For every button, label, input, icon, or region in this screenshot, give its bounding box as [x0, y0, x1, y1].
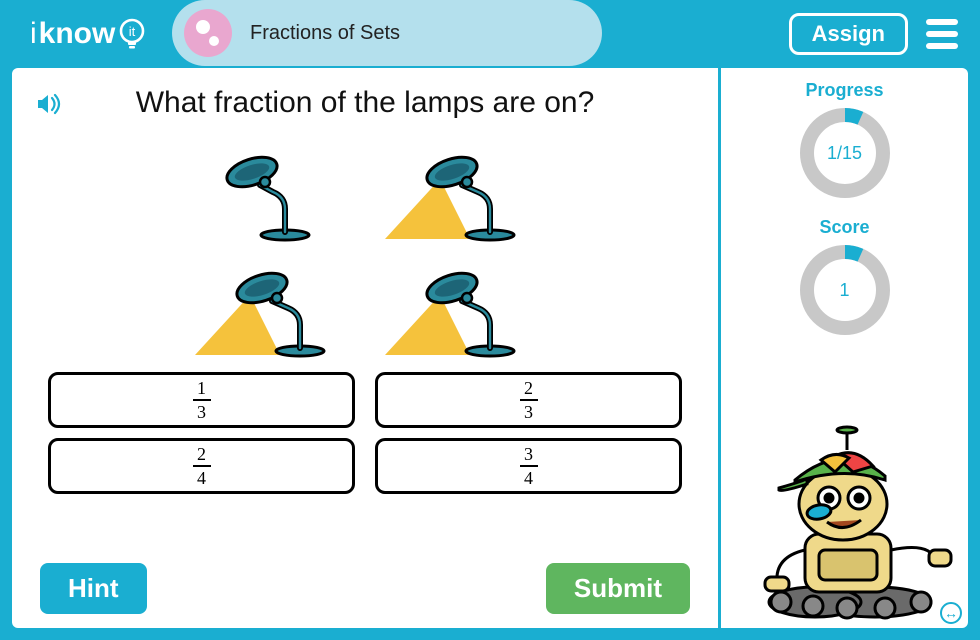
content-area: What fraction of the lamps are on?	[12, 68, 968, 628]
lesson-title: Fractions of Sets	[250, 22, 400, 45]
fraction-numerator: 2	[524, 379, 533, 399]
assign-button[interactable]: Assign	[789, 13, 908, 55]
speaker-icon[interactable]	[36, 92, 64, 121]
score-section: Score 1	[795, 217, 895, 340]
progress-ring: 1/15	[795, 103, 895, 203]
progress-value: 1/15	[795, 103, 895, 203]
fraction-numerator: 3	[524, 445, 533, 465]
fraction-denominator: 4	[524, 467, 533, 487]
lesson-title-pill: Fractions of Sets	[172, 0, 602, 66]
submit-button[interactable]: Submit	[546, 563, 690, 614]
fraction-denominator: 4	[197, 467, 206, 487]
fraction: 1 3	[193, 379, 211, 421]
fraction: 2 4	[193, 445, 211, 487]
dots-icon	[184, 9, 232, 57]
main-panel: What fraction of the lamps are on?	[12, 68, 718, 628]
bottom-row: Hint Submit	[38, 563, 692, 614]
progress-section: Progress 1/15	[795, 80, 895, 203]
progress-label: Progress	[805, 80, 883, 101]
answer-option[interactable]: 3 4	[375, 438, 682, 494]
score-ring: 1	[795, 240, 895, 340]
lamps-grid	[38, 132, 692, 358]
hint-button[interactable]: Hint	[40, 563, 147, 614]
options-grid: 1 3 2 3 2 4	[38, 372, 692, 494]
app-frame: iknow it Fractions of Sets Assign	[0, 0, 980, 640]
lamp-on	[190, 248, 350, 358]
menu-icon[interactable]	[926, 19, 958, 49]
answer-option[interactable]: 2 3	[375, 372, 682, 428]
lamp-on	[380, 248, 540, 358]
answer-option[interactable]: 1 3	[48, 372, 355, 428]
expand-arrow-icon[interactable]: ↔	[940, 602, 962, 624]
fraction: 3 4	[520, 445, 538, 487]
header-bar: iknow it Fractions of Sets Assign	[0, 0, 980, 68]
side-panel: Progress 1/15 Score 1	[718, 68, 968, 628]
header-right: Assign	[789, 13, 958, 55]
fraction-denominator: 3	[197, 401, 206, 421]
lightbulb-icon: it	[117, 17, 147, 51]
answer-option[interactable]: 2 4	[48, 438, 355, 494]
brand-logo[interactable]: iknow it	[30, 17, 147, 51]
fraction: 2 3	[520, 379, 538, 421]
question-text: What fraction of the lamps are on?	[38, 86, 692, 120]
score-value: 1	[795, 240, 895, 340]
logo-text-mid: know	[39, 17, 116, 51]
lamp-on	[380, 132, 540, 242]
svg-text:it: it	[129, 24, 136, 39]
fraction-numerator: 1	[197, 379, 206, 399]
logo-text-prefix: i	[30, 17, 37, 51]
robot-mascot	[729, 422, 960, 622]
score-label: Score	[819, 217, 869, 238]
lamp-off	[190, 132, 350, 242]
fraction-numerator: 2	[197, 445, 206, 465]
fraction-denominator: 3	[524, 401, 533, 421]
